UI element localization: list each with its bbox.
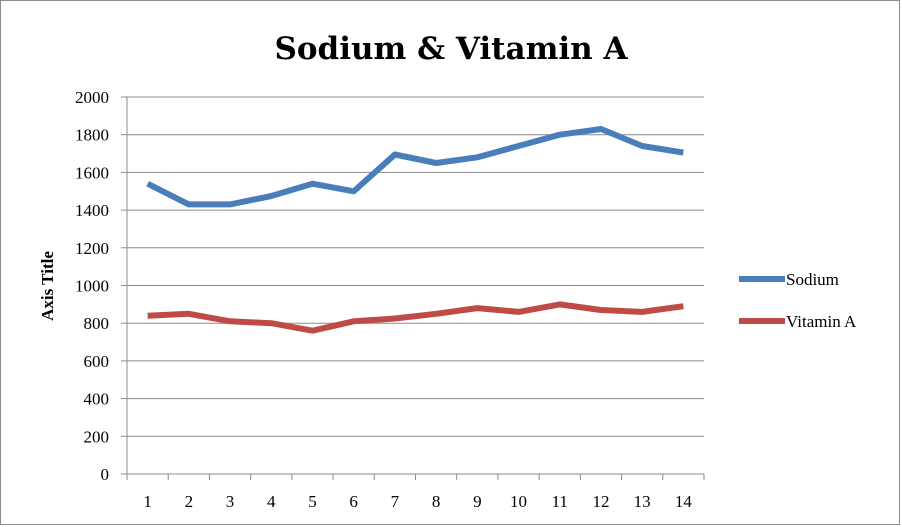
y-tick-label: 1200 bbox=[75, 239, 109, 258]
x-tick-label: 6 bbox=[349, 492, 358, 511]
x-tick-label: 11 bbox=[552, 492, 568, 511]
x-tick-label: 1 bbox=[143, 492, 152, 511]
y-tick-label: 1000 bbox=[75, 277, 109, 296]
x-tick-label: 7 bbox=[391, 492, 400, 511]
x-tick-label: 10 bbox=[510, 492, 527, 511]
series-lines bbox=[146, 126, 684, 334]
y-tick-label: 2000 bbox=[75, 88, 109, 107]
y-tick-label: 1800 bbox=[75, 126, 109, 145]
x-tick-label: 12 bbox=[592, 492, 609, 511]
y-tick-label: 400 bbox=[84, 390, 110, 409]
x-tick-label: 8 bbox=[432, 492, 441, 511]
x-tick-label: 4 bbox=[267, 492, 276, 511]
gridlines bbox=[121, 96, 704, 475]
chart-title: Sodium & Vitamin A bbox=[274, 31, 628, 67]
y-axis-tick-labels: 0 200 400 600 800 1000 1200 1400 1600 1800 2000 bbox=[75, 88, 109, 484]
x-tick-label: 3 bbox=[226, 492, 235, 511]
legend-label: Vitamin A bbox=[786, 312, 857, 331]
legend-label: Sodium bbox=[786, 270, 839, 289]
y-tick-label: 1600 bbox=[75, 163, 109, 182]
y-tick-label: 200 bbox=[84, 427, 110, 446]
x-tick-label: 5 bbox=[308, 492, 317, 511]
y-tick-label: 600 bbox=[84, 352, 110, 371]
x-tick-label: 14 bbox=[675, 492, 693, 511]
x-tick-label: 9 bbox=[473, 492, 482, 511]
series-line-vitamin-a bbox=[147, 301, 684, 334]
legend: Sodium Vitamin A bbox=[739, 270, 857, 331]
y-tick-label: 800 bbox=[84, 314, 110, 333]
y-tick-label: 1400 bbox=[75, 201, 109, 220]
axes bbox=[126, 97, 705, 480]
series-line-sodium bbox=[146, 126, 684, 208]
x-tick-label: 2 bbox=[185, 492, 194, 511]
x-axis-tick-labels: 1 2 3 4 5 6 7 8 9 10 11 12 13 14 bbox=[143, 492, 692, 511]
x-tick-label: 13 bbox=[634, 492, 651, 511]
y-tick-label: 0 bbox=[101, 465, 110, 484]
y-axis-title: Axis Title bbox=[38, 251, 57, 321]
